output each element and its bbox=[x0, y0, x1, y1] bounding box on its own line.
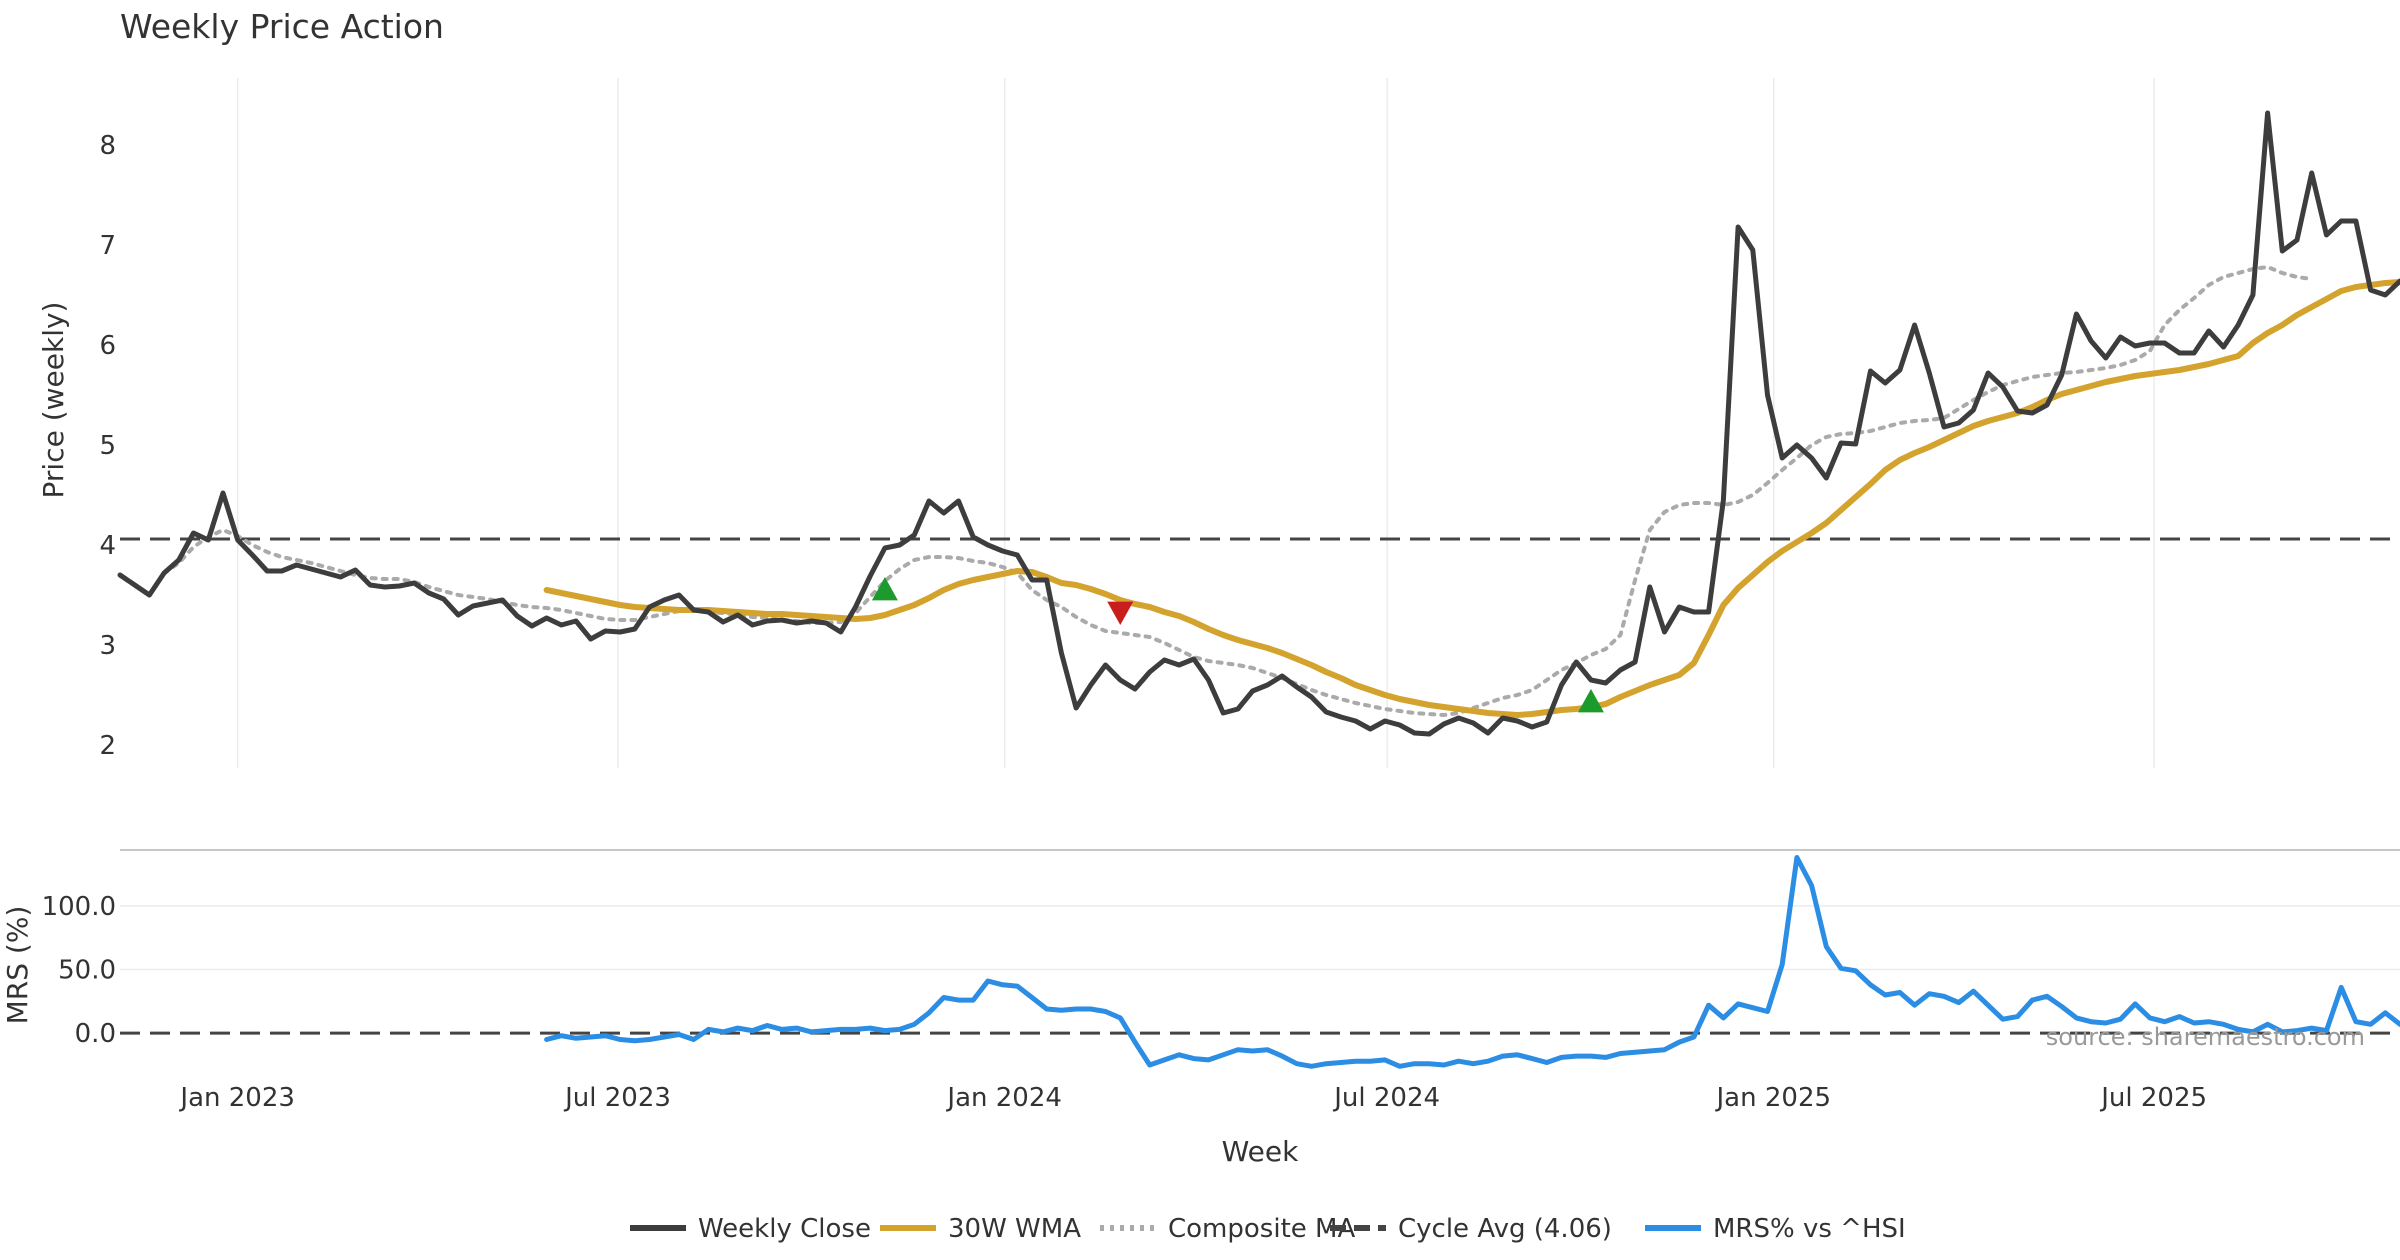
x-axis: Jan 2023 Jul 2023 Jan 2024 Jul 2024 Jan 2025… bbox=[178, 1083, 2207, 1113]
sell-signal-marker bbox=[1107, 601, 1134, 625]
watermark: source: sharemaestro.com bbox=[2046, 1023, 2365, 1051]
legend-item-weekly-close: Weekly Close bbox=[630, 1214, 871, 1244]
y-tick-label: 0.0 bbox=[75, 1019, 116, 1049]
legend: Weekly Close 30W WMA Composite MA Cycle Avg… bbox=[630, 1214, 1906, 1244]
composite-ma-line bbox=[162, 265, 2314, 717]
x-tick-label: Jul 2024 bbox=[1332, 1083, 1440, 1113]
y-tick-label: 100.0 bbox=[42, 892, 116, 922]
y-tick-label: 3 bbox=[99, 631, 116, 661]
mrs-vs-hsi-line bbox=[544, 855, 2400, 1069]
mrs-gridlines bbox=[120, 905, 2400, 971]
price-series-group bbox=[117, 110, 2400, 737]
y-tick-label: 6 bbox=[99, 331, 116, 361]
signal-markers bbox=[871, 577, 1604, 713]
legend-label: Cycle Avg (4.06) bbox=[1398, 1214, 1612, 1244]
y-tick-label: 4 bbox=[99, 531, 116, 561]
chart-title: Weekly Price Action bbox=[120, 7, 444, 46]
x-tick-label: Jan 2025 bbox=[1715, 1083, 1832, 1113]
legend-label: MRS% vs ^HSI bbox=[1713, 1214, 1906, 1244]
y-tick-label: 7 bbox=[99, 231, 116, 261]
legend-label: Composite MA bbox=[1168, 1214, 1355, 1244]
x-tick-label: Jul 2025 bbox=[2099, 1083, 2207, 1113]
legend-item-cycle-avg-4-06: Cycle Avg (4.06) bbox=[1330, 1214, 1612, 1244]
x-axis-label: Week bbox=[1222, 1135, 1299, 1168]
y-tick-label: 5 bbox=[99, 431, 116, 461]
y-tick-label: 2 bbox=[99, 731, 116, 761]
weekly-close-line bbox=[117, 110, 2400, 737]
legend-item-mrs-vs-hsi: MRS% vs ^HSI bbox=[1645, 1214, 1906, 1244]
30w-wma-line bbox=[543, 279, 2400, 718]
legend-item-30w-wma: 30W WMA bbox=[880, 1214, 1081, 1244]
price-panel: 2 3 4 5 6 7 8 Price (weekly) bbox=[37, 78, 2400, 768]
y-tick-label: 50.0 bbox=[58, 956, 116, 986]
legend-label: Weekly Close bbox=[698, 1214, 871, 1244]
mrs-y-axis-label: MRS (%) bbox=[1, 906, 34, 1025]
mrs-series-group bbox=[544, 855, 2400, 1069]
mrs-y-axis: 0.0 50.0 100.0 bbox=[42, 892, 116, 1049]
mrs-panel: 0.0 50.0 100.0 MRS (%) source: sharemaestr… bbox=[1, 855, 2400, 1069]
legend-label: 30W WMA bbox=[948, 1214, 1081, 1244]
x-tick-label: Jan 2023 bbox=[178, 1083, 295, 1113]
x-tick-label: Jul 2023 bbox=[563, 1083, 671, 1113]
price-y-axis-label: Price (weekly) bbox=[37, 302, 70, 499]
y-tick-label: 8 bbox=[99, 131, 116, 161]
price-y-axis: 2 3 4 5 6 7 8 bbox=[99, 131, 116, 761]
x-tick-label: Jan 2024 bbox=[945, 1083, 1062, 1113]
legend-item-composite-ma: Composite MA bbox=[1100, 1214, 1355, 1244]
buy-signal-marker bbox=[871, 577, 898, 601]
buy-signal-marker bbox=[1577, 689, 1604, 713]
